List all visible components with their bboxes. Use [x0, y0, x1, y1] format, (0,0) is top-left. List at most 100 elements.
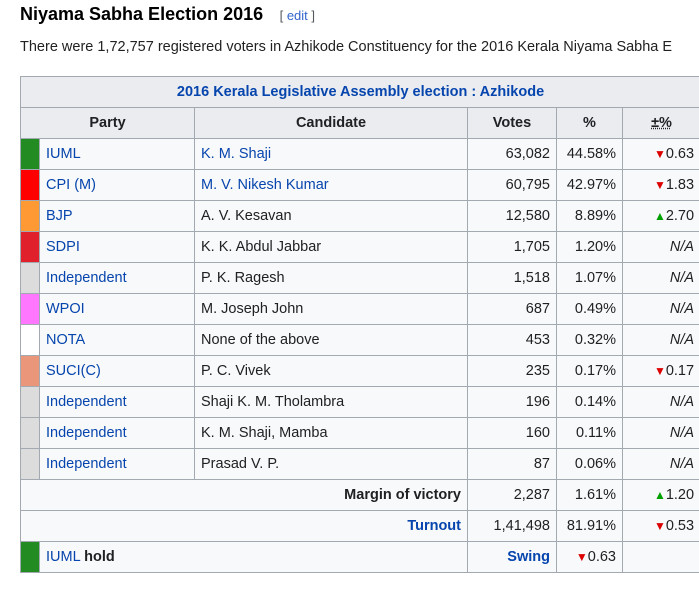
triangle-down-icon: ▼	[653, 147, 666, 161]
table-row: IUML K. M. Shaji 63,082 44.58% ▼0.63	[20, 138, 699, 170]
hold-party-link[interactable]: IUML	[46, 549, 81, 565]
party-color-swatch	[20, 386, 40, 418]
swing-link[interactable]: Swing	[507, 549, 550, 565]
change-cell: N/A	[621, 324, 699, 356]
table-row: CPI (M) M. V. Nikesh Kumar 60,795 42.97% ▼1.…	[20, 169, 699, 201]
turnout-row: Turnout 1,41,498 81.91% ▼0.53	[20, 510, 699, 542]
change-value: 0.63	[665, 146, 695, 162]
edit-link[interactable]: edit	[286, 8, 308, 23]
candidate-cell: K. M. Shaji, Mamba	[194, 417, 468, 449]
change-cell: N/A	[621, 231, 699, 263]
change-value: N/A	[669, 270, 695, 286]
turnout-pct: 81.91%	[556, 510, 623, 542]
party-link[interactable]: SDPI	[46, 239, 80, 255]
pct-cell: 0.14%	[556, 386, 623, 418]
candidate-name[interactable]: M. V. Nikesh Kumar	[201, 177, 329, 193]
party-cell: NOTA	[39, 324, 195, 356]
change-value: 1.83	[665, 177, 695, 193]
candidate-name: K. K. Abdul Jabbar	[201, 239, 322, 255]
candidate-cell: M. Joseph John	[194, 293, 468, 325]
turnout-link[interactable]: Turnout	[407, 518, 461, 534]
pct-cell: 1.07%	[556, 262, 623, 294]
candidate-name[interactable]: K. M. Shaji	[201, 146, 272, 162]
change-cell: ▼0.17	[621, 355, 699, 387]
party-color-swatch	[20, 231, 40, 263]
pct-cell: 0.06%	[556, 448, 623, 480]
table-row: BJP A. V. Kesavan 12,580 8.89% ▲2.70	[20, 200, 699, 232]
table-row: SUCI(C) P. C. Vivek 235 0.17% ▼0.17	[20, 355, 699, 387]
party-cell: Independent	[39, 417, 195, 449]
party-link[interactable]: Independent	[46, 456, 127, 472]
party-color-swatch	[20, 200, 40, 232]
change-cell: ▼0.63	[621, 138, 699, 170]
pct-cell: 0.32%	[556, 324, 623, 356]
candidate-name: Prasad V. P.	[201, 456, 280, 472]
pct-cell: 0.11%	[556, 417, 623, 449]
turnout-change-value: 0.53	[665, 518, 695, 534]
party-link[interactable]: IUML	[46, 146, 81, 162]
turnout-change: ▼0.53	[621, 510, 699, 542]
margin-pct: 1.61%	[556, 479, 623, 511]
party-link[interactable]: SUCI(C)	[46, 363, 101, 379]
party-link[interactable]: Independent	[46, 270, 127, 286]
party-cell: IUML	[39, 138, 195, 170]
table-row: NOTA None of the above 453 0.32% N/A	[20, 324, 699, 356]
edit-section: [ edit ]	[279, 8, 316, 23]
votes-cell: 87	[467, 448, 557, 480]
turnout-cell: Turnout	[20, 510, 468, 542]
candidate-name: A. V. Kesavan	[201, 208, 292, 224]
header-row: Party Candidate Votes % ±%	[20, 107, 699, 139]
party-link[interactable]: NOTA	[46, 332, 86, 348]
pct-cell: 0.17%	[556, 355, 623, 387]
candidate-cell: Shaji K. M. Tholambra	[194, 386, 468, 418]
change-cell: N/A	[621, 386, 699, 418]
party-cell: Independent	[39, 386, 195, 418]
section-title: Niyama Sabha Election 2016	[20, 4, 264, 24]
margin-change: ▲1.20	[621, 479, 699, 511]
candidate-cell: P. K. Ragesh	[194, 262, 468, 294]
table-caption[interactable]: 2016 Kerala Legislative Assembly electio…	[19, 76, 699, 108]
party-cell: WPOI	[39, 293, 195, 325]
pct-cell: 1.20%	[556, 231, 623, 263]
party-cell: SDPI	[39, 231, 195, 263]
votes-cell: 60,795	[467, 169, 557, 201]
change-abbr[interactable]: ±%	[651, 115, 672, 131]
party-color-swatch	[20, 324, 40, 356]
triangle-up-icon: ▲	[653, 209, 666, 223]
table-row: Independent P. K. Ragesh 1,518 1.07% N/A	[20, 262, 699, 294]
party-link[interactable]: CPI (M)	[46, 177, 96, 193]
change-value: 0.17	[665, 363, 695, 379]
party-color-swatch	[20, 138, 40, 170]
swing-cell: Swing	[467, 541, 557, 573]
candidate-name: M. Joseph John	[201, 301, 304, 317]
party-link[interactable]: WPOI	[46, 301, 85, 317]
change-value: N/A	[669, 332, 695, 348]
pct-cell: 44.58%	[556, 138, 623, 170]
table-row: WPOI M. Joseph John 687 0.49% N/A	[20, 293, 699, 325]
party-link[interactable]: Independent	[46, 394, 127, 410]
votes-cell: 235	[467, 355, 557, 387]
candidate-cell: A. V. Kesavan	[194, 200, 468, 232]
party-link[interactable]: Independent	[46, 425, 127, 441]
candidate-name: None of the above	[201, 332, 320, 348]
candidate-name: K. M. Shaji, Mamba	[201, 425, 328, 441]
party-cell: Independent	[39, 448, 195, 480]
section-heading: Niyama Sabha Election 2016 [ edit ]	[20, 4, 315, 25]
party-cell: Independent	[39, 262, 195, 294]
change-cell: ▼1.83	[621, 169, 699, 201]
candidate-cell: M. V. Nikesh Kumar	[194, 169, 468, 201]
change-value: 2.70	[665, 208, 695, 224]
hold-word: hold	[84, 549, 115, 565]
swing-value: 0.63	[587, 549, 616, 565]
table-row: Independent Prasad V. P. 87 0.06% N/A	[20, 448, 699, 480]
votes-cell: 196	[467, 386, 557, 418]
candidate-cell: Prasad V. P.	[194, 448, 468, 480]
hold-row: IUML hold Swing ▼0.63	[20, 541, 699, 573]
party-cell: CPI (M)	[39, 169, 195, 201]
party-link[interactable]: BJP	[46, 208, 73, 224]
triangle-down-icon: ▼	[653, 364, 666, 378]
margin-votes: 2,287	[467, 479, 557, 511]
pct-cell: 0.49%	[556, 293, 623, 325]
party-color-swatch	[20, 417, 40, 449]
header-votes: Votes	[467, 107, 557, 139]
